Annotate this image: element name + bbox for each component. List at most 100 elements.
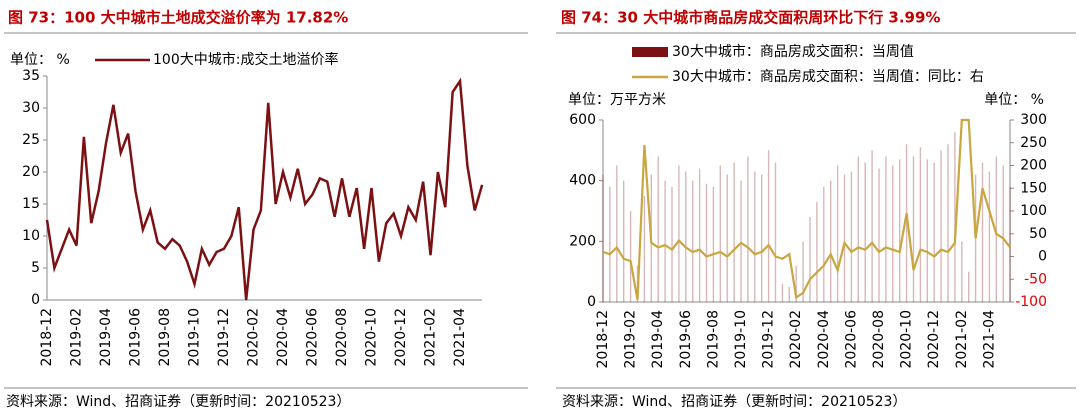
source: 资料来源：Wind、招商证券（更新时间：20210523）: [562, 394, 906, 410]
bar: [657, 156, 659, 302]
y-tick-label: 0: [31, 292, 40, 308]
bar: [774, 162, 777, 302]
x-tick-label: 2020-04: [275, 308, 291, 367]
x-tick-label: 2020-06: [305, 308, 321, 367]
y2-axis-label: 单位： %: [984, 92, 1044, 108]
x-tick-label: 2020-04: [816, 310, 832, 369]
y-axis-label: 单位：万平方米: [568, 92, 666, 108]
x-tick-label: 2019-08: [705, 310, 721, 369]
bar: [885, 156, 887, 302]
y-tick-label: 600: [569, 112, 596, 128]
x-tick-label: 2019-06: [678, 310, 694, 369]
x-tick-label: 2019-06: [128, 308, 144, 367]
bar: [685, 171, 687, 302]
source: 资料来源：Wind、招商证券（更新时间：20210523）: [6, 394, 350, 410]
x-tick-label: 2021-04: [981, 310, 997, 369]
x-tick-label: 2019-02: [69, 308, 85, 367]
x-tick-label: 2021-02: [954, 310, 970, 369]
bar: [602, 174, 604, 302]
bar: [698, 168, 701, 302]
y-tick-label: 25: [22, 132, 40, 148]
bar: [899, 159, 901, 302]
bar: [850, 171, 853, 302]
y-tick-label: 30: [22, 100, 40, 116]
x-tick-label: 2020-12: [393, 308, 409, 367]
x-tick-label: 2021-02: [423, 308, 439, 367]
unit-label: 单位： %: [10, 52, 70, 68]
y-tick-label: -50: [1024, 271, 1047, 287]
y-tick-label: 100: [1020, 203, 1047, 219]
y-tick-label: 15: [22, 196, 40, 212]
bar: [823, 186, 825, 302]
bar: [912, 156, 915, 302]
legend-label: 100大中城市:成交土地溢价率: [153, 51, 338, 68]
y-tick-label: 10: [22, 228, 40, 244]
x-tick-label: 2019-12: [761, 310, 777, 369]
x-tick-label: 2021-04: [452, 308, 468, 367]
x-tick-label: 2020-08: [334, 308, 350, 367]
bar: [623, 180, 625, 302]
y-tick-label: 50: [1029, 226, 1047, 242]
bar: [788, 286, 790, 302]
bar: [616, 165, 618, 302]
bar: [816, 201, 818, 302]
x-tick-label: 2019-10: [187, 308, 203, 367]
x-tick-label: 2018-12: [39, 308, 55, 367]
y-tick-label: 150: [1020, 180, 1047, 196]
bar: [802, 241, 804, 302]
bar: [747, 156, 749, 302]
bar: [954, 132, 956, 302]
bar: [933, 162, 935, 302]
bar: [726, 174, 728, 302]
bar: [968, 271, 970, 302]
y-tick-label: 0: [1038, 249, 1047, 265]
bar: [892, 165, 894, 302]
bar: [705, 183, 708, 302]
x-tick-label: 2019-08: [157, 308, 173, 367]
bar: [905, 144, 908, 302]
chart-title: 图 73：100 大中城市土地成交溢价率为 17.82%: [8, 9, 348, 27]
chart-title: 图 74：30 大中城市商品房成交面积周环比下行 3.99%: [561, 9, 940, 27]
bar: [809, 217, 811, 302]
bar: [995, 156, 997, 302]
legend-label: 30大中城市：商品房成交面积：当周值: [672, 43, 914, 60]
y-tick-label: -100: [1015, 294, 1047, 310]
y-tick-label: 0: [587, 294, 596, 310]
y-tick-label: 20: [22, 164, 40, 180]
bar: [712, 186, 715, 302]
bar: [947, 144, 949, 302]
x-tick-label: 2019-12: [216, 308, 232, 367]
bar: [609, 186, 611, 302]
x-tick-label: 2020-12: [926, 310, 942, 369]
bar: [843, 174, 846, 302]
bar: [940, 150, 942, 302]
bar: [761, 174, 763, 302]
x-tick-label: 2020-02: [788, 310, 804, 369]
bar: [795, 265, 797, 302]
x-tick-label: 2019-02: [623, 310, 639, 369]
bar: [857, 156, 859, 302]
bar: [926, 159, 928, 302]
x-tick-label: 2019-04: [98, 308, 114, 367]
y-tick-label: 400: [569, 173, 596, 189]
bar: [733, 162, 735, 302]
bar: [988, 171, 991, 302]
bar: [864, 162, 866, 302]
bar: [830, 180, 832, 302]
bar: [961, 241, 963, 302]
line-series: [45, 77, 484, 301]
bar: [767, 150, 770, 302]
y-tick-label: 250: [1020, 135, 1047, 151]
bar: [692, 180, 694, 302]
bar: [629, 211, 632, 302]
bar: [1002, 165, 1004, 302]
bar: [664, 180, 666, 302]
line-series: [602, 118, 1011, 300]
legend-swatch: [632, 47, 668, 57]
y-tick-label: 200: [1020, 158, 1047, 174]
bar: [878, 168, 880, 302]
bar: [754, 171, 756, 302]
x-tick-label: 2019-10: [733, 310, 749, 369]
bar: [678, 165, 680, 302]
